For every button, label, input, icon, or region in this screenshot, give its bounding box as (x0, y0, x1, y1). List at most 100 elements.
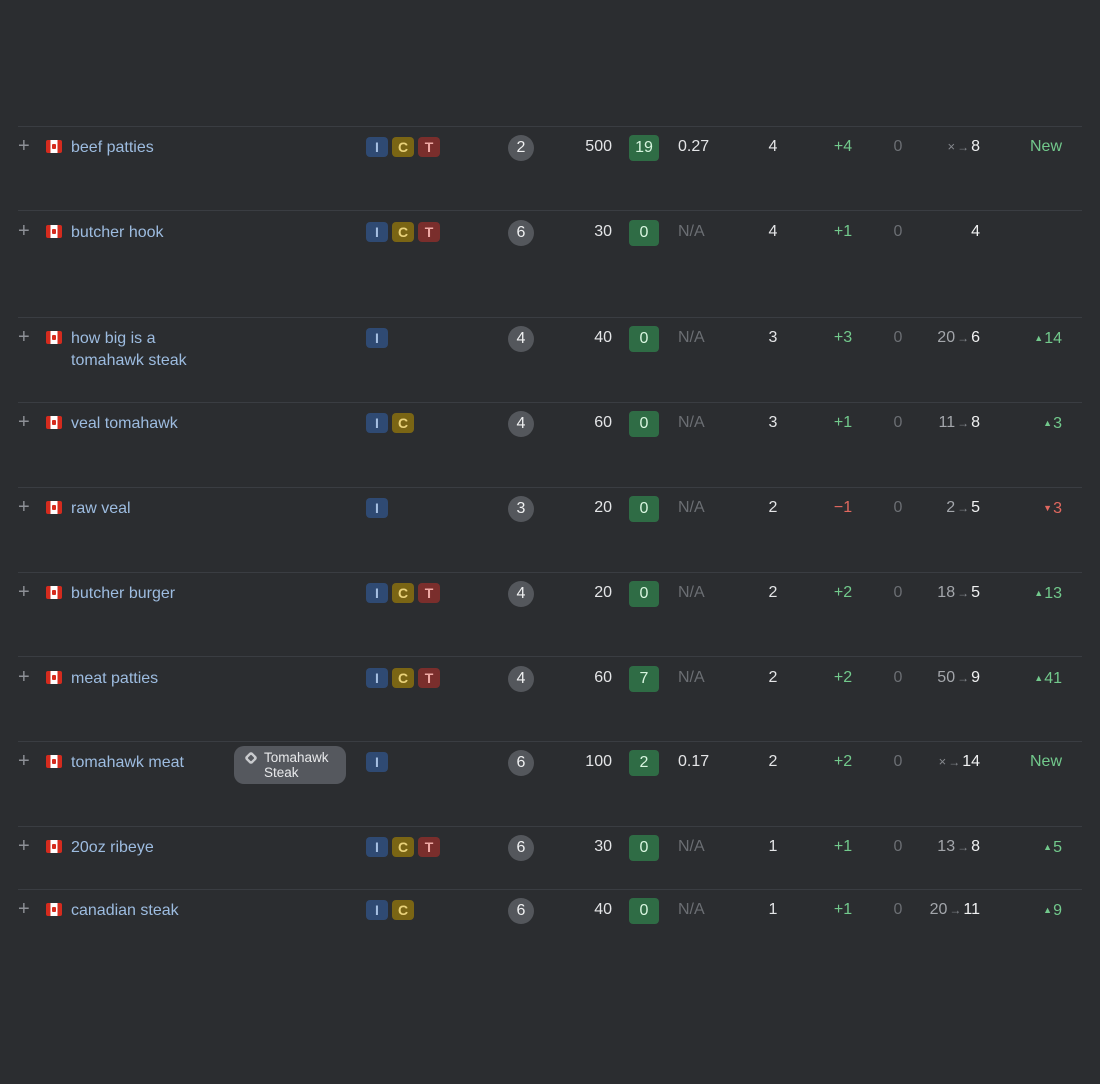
position-change: +2 (833, 584, 853, 601)
rank-from: 2 (946, 499, 956, 516)
rank-to: 8 (971, 414, 980, 431)
position-value: 4 (768, 223, 778, 240)
table-row: + meat patties I C T 4 60 7 N/A 2 +2 0 50 → 9 ▲41 (18, 666, 1082, 708)
zero-value: 0 (893, 753, 903, 770)
canada-flag-icon (46, 586, 62, 599)
keyword-link[interactable]: butcher burger (71, 585, 176, 602)
search-volume: 30 (594, 223, 612, 240)
table-row: + tomahawk meat Tomahawk Steak I 6 100 2 0.17 2 +… (18, 746, 1082, 792)
trend-indicator: ▲3 (1004, 413, 1062, 434)
search-volume: 60 (594, 669, 612, 686)
table-row: + beef patties I C T 2 500 19 0.27 4 +4 0 × → 8 New (18, 135, 1082, 177)
canada-flag-icon (46, 225, 62, 238)
canada-flag-icon (46, 416, 62, 429)
trend-indicator: New (1004, 137, 1062, 157)
arrow-right-icon: → (957, 140, 970, 154)
trend-value: 41 (1044, 670, 1062, 687)
rank-movement: 13 → 8 (918, 837, 980, 857)
keyword-difficulty-badge: 6 (508, 898, 534, 924)
arrow-right-icon: → (957, 416, 970, 430)
canada-flag-icon (46, 671, 62, 684)
keyword-link[interactable]: raw veal (71, 500, 131, 517)
rank-movement: 4 (918, 222, 980, 242)
intent-badge-c: C (392, 668, 414, 688)
position-value: 4 (768, 138, 778, 155)
keyword-difficulty-badge: 6 (508, 220, 534, 246)
triangle-up-icon: ▲ (1043, 842, 1053, 852)
trend-value: 5 (1053, 839, 1062, 856)
score-badge: 0 (629, 496, 659, 522)
rank-movement: 20 → 6 (918, 328, 980, 348)
score-badge: 0 (629, 581, 659, 607)
add-keyword-plus-icon[interactable]: + (18, 220, 30, 242)
add-keyword-plus-icon[interactable]: + (18, 411, 30, 433)
position-change: +1 (833, 838, 853, 855)
rank-movement: 50 → 9 (918, 668, 980, 688)
intent-badge-c: C (392, 837, 414, 857)
intent-badge-t: T (418, 222, 440, 242)
add-keyword-plus-icon[interactable]: + (18, 496, 30, 518)
score-badge: 2 (629, 750, 659, 776)
add-keyword-plus-icon[interactable]: + (18, 898, 30, 920)
rank-movement: 20 → 11 (918, 900, 980, 920)
trend-indicator: ▲5 (1004, 837, 1062, 858)
score-badge: 7 (629, 666, 659, 692)
add-keyword-plus-icon[interactable]: + (18, 666, 30, 688)
trend-indicator: ▲9 (1004, 900, 1062, 921)
canada-flag-icon (46, 903, 62, 916)
row-separator (18, 126, 1082, 127)
serp-feature-label: Tomahawk Steak (264, 750, 329, 780)
trend-value: 9 (1053, 902, 1062, 919)
keyword-link[interactable]: meat patties (71, 670, 159, 687)
trend-indicator: ▲14 (1004, 328, 1062, 349)
position-change: +3 (833, 329, 853, 346)
position-value: 2 (768, 669, 778, 686)
intent-badge-i: I (366, 498, 388, 518)
row-separator (18, 402, 1082, 403)
rank-to: 8 (971, 838, 980, 855)
keyword-difficulty-badge: 4 (508, 326, 534, 352)
table-row: + butcher burger I C T 4 20 0 N/A 2 +2 0 18 → 5 ▲13 (18, 581, 1082, 623)
intent-badge-t: T (418, 837, 440, 857)
keyword-link[interactable]: veal tomahawk (71, 415, 178, 432)
score-badge: 0 (629, 898, 659, 924)
add-keyword-plus-icon[interactable]: + (18, 835, 30, 857)
intent-badge-c: C (392, 413, 414, 433)
arrow-right-icon: → (949, 903, 962, 917)
triangle-up-icon: ▲ (1043, 418, 1053, 428)
rank-to: 14 (962, 753, 980, 770)
score-badge: 0 (629, 326, 659, 352)
triangle-up-icon: ▲ (1043, 905, 1053, 915)
keyword-link[interactable]: beef patties (71, 139, 154, 156)
add-keyword-plus-icon[interactable]: + (18, 326, 30, 348)
table-row: + how big is a tomahawk steak I 4 40 0 N/A 3 +3 0… (18, 326, 1082, 369)
rank-from: 20 (929, 901, 948, 918)
canada-flag-icon (46, 840, 62, 853)
search-volume: 100 (585, 753, 612, 770)
score-badge: 0 (629, 411, 659, 437)
table-row: + veal tomahawk I C 4 60 0 N/A 3 +1 0 11 → 8 ▲3 (18, 411, 1082, 453)
search-volume: 20 (594, 584, 612, 601)
arrow-right-icon: → (957, 671, 970, 685)
trend-value: 14 (1044, 330, 1062, 347)
zero-value: 0 (893, 138, 903, 155)
cpc-value: N/A (678, 499, 705, 516)
keyword-link[interactable]: canadian steak (71, 902, 179, 919)
serp-feature-badge[interactable]: Tomahawk Steak (234, 746, 346, 784)
search-volume: 40 (594, 329, 612, 346)
add-keyword-plus-icon[interactable]: + (18, 135, 30, 157)
table-row: + butcher hook I C T 6 30 0 N/A 4 +1 0 4 (18, 220, 1082, 262)
intent-badge-c: C (392, 137, 414, 157)
keyword-link[interactable]: tomahawk meat (71, 754, 184, 771)
keyword-link[interactable]: butcher hook (71, 224, 164, 241)
canada-flag-icon (46, 140, 62, 153)
intent-badge-c: C (392, 900, 414, 920)
zero-value: 0 (893, 223, 903, 240)
keyword-link[interactable]: 20oz ribeye (71, 839, 154, 856)
trend-value: 3 (1053, 500, 1062, 517)
add-keyword-plus-icon[interactable]: + (18, 581, 30, 603)
rank-to: 5 (971, 499, 980, 516)
intent-badge-i: I (366, 222, 388, 242)
keyword-link[interactable]: how big is a tomahawk steak (71, 330, 187, 369)
add-keyword-plus-icon[interactable]: + (18, 750, 30, 772)
